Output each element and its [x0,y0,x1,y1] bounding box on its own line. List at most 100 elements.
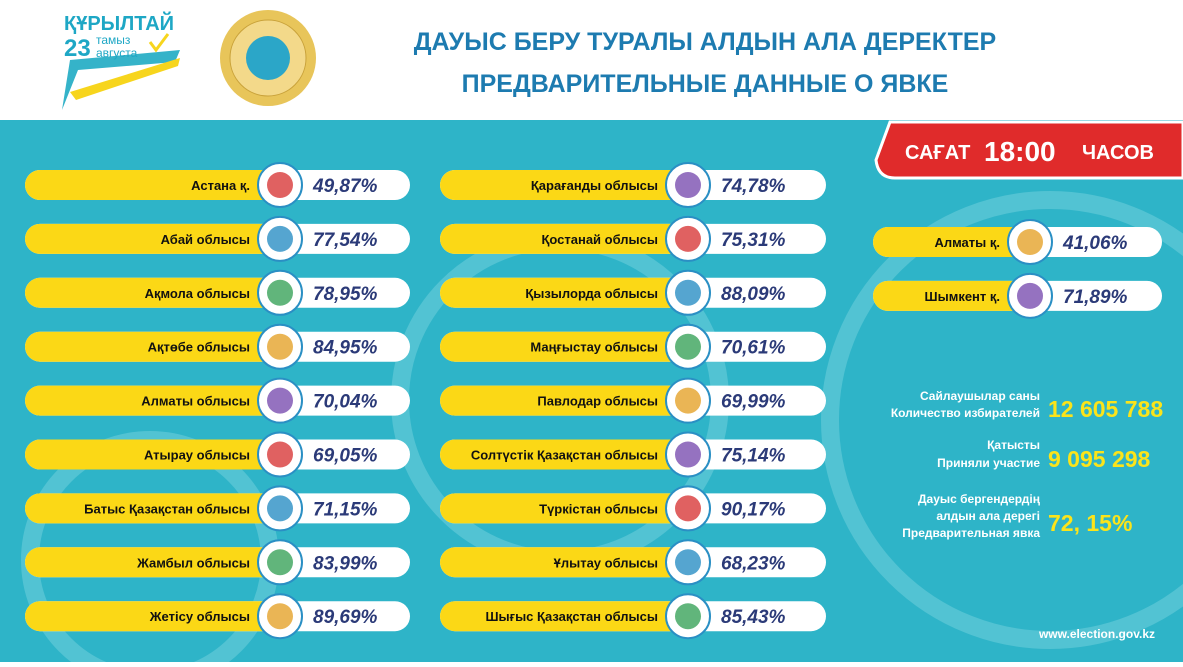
pill-label-bg [440,331,688,362]
region-name: Павлодар облысы [537,394,658,409]
region-row: Ақтөбе облысы 84,95% [25,323,410,370]
region-value: 89,69% [313,607,378,628]
region-value: 83,99% [313,553,378,574]
pill-label-bg [25,223,280,254]
region-value: 88,09% [721,284,786,305]
header-band [0,0,1183,120]
title-kz: ДАУЫС БЕРУ ТУРАЛЫ АЛДЫН АЛА ДЕРЕКТЕР [414,28,996,56]
pill-label-bg [25,331,280,362]
region-row: Шымкент қ. 71,89% [873,272,1162,319]
region-row: Қарағанды облысы 74,78% [440,162,826,208]
logo-title: ҚҰРЫЛТАЙ [64,11,174,35]
region-value: 68,23% [721,553,786,574]
stat-value: 12 605 788 [1048,396,1163,422]
region-emblem-inner [267,172,293,198]
region-row: Алматы облысы 70,04% [25,377,410,424]
region-emblem-inner [267,495,293,522]
pill-label-bg [440,547,688,578]
region-row: Батыс Қазақстан облысы 71,15% [25,485,410,532]
region-name: Қызылорда облысы [525,286,658,301]
region-value: 75,14% [721,446,786,467]
region-emblem-inner [675,495,701,522]
pill-label-bg [25,439,280,470]
pill-label-bg [440,493,688,524]
region-value: 78,95% [313,284,378,305]
badge-time: 18:00 [984,136,1056,167]
pill-label-bg [25,547,280,578]
region-row: Ақмола облысы 78,95% [25,269,410,316]
region-row: Жамбыл облысы 83,99% [25,539,410,586]
pill-label-bg [25,493,280,524]
region-row: Алматы қ. 41,06% [873,219,1162,265]
time-badge: САҒАТ 18:00 ЧАСОВ [874,120,1183,180]
region-emblem-inner [675,172,701,198]
kurultai-logo: ҚҰРЫЛТАЙ 23 тамыз августа [62,11,180,110]
region-row: Атырау облысы 69,05% [25,431,410,478]
logo-month-ru: августа [96,46,138,60]
region-value: 71,89% [1063,287,1128,308]
region-row: Абай облысы 77,54% [25,215,410,262]
region-emblem-inner [675,387,701,414]
region-emblem-inner [1017,282,1043,309]
stat-label: Сайлаушылар саны [920,389,1040,403]
region-value: 75,31% [721,230,786,251]
region-value: 90,17% [721,499,786,520]
title-ru: ПРЕДВАРИТЕЛЬНЫЕ ДАННЫЕ О ЯВКЕ [462,70,949,98]
region-emblem-inner [675,441,701,468]
region-name: Ақмола облысы [145,286,250,301]
pill-label-bg [440,277,688,308]
pill-label-bg [440,601,688,632]
region-row: Солтүстік Қазақстан облысы 75,14% [440,431,826,478]
logo-day: 23 [64,35,91,62]
region-value: 41,06% [1062,233,1128,254]
stat-value: 9 095 298 [1048,446,1151,472]
region-row: Қостанай облысы 75,31% [440,215,826,262]
region-name: Абай облысы [161,232,250,247]
region-name: Жамбыл облысы [136,555,250,570]
badge-label-ru: ЧАСОВ [1082,142,1154,164]
region-emblem-inner [675,333,701,360]
pill-label-bg [25,170,280,200]
region-name: Түркістан облысы [539,501,658,516]
region-emblem-inner [675,225,701,252]
region-name: Қарағанды облысы [531,178,658,193]
badge-label-kz: САҒАТ [905,142,970,164]
region-value: 71,15% [313,499,378,520]
region-row: Жетісу облысы 89,69% [25,593,410,640]
stat-label: Количество избирателей [891,406,1040,420]
logo-month-kz: тамыз [96,33,131,47]
region-name: Шымкент қ. [925,289,1000,304]
region-value: 84,95% [313,338,378,359]
stat-label: Қатысты [987,438,1040,452]
region-row: Ұлытау облысы 68,23% [440,539,826,586]
region-value: 70,61% [721,338,786,359]
region-name: Ақтөбе облысы [148,340,250,355]
region-name: Шығыс Қазақстан облысы [485,609,658,624]
pill-label-bg [440,223,688,254]
region-emblem-inner [675,603,701,630]
pill-label-bg [440,170,688,200]
pill-label-bg [873,227,1030,257]
region-row: Түркістан облысы 90,17% [440,485,826,532]
pill-label-bg [440,385,688,416]
region-name: Алматы қ. [934,235,1000,250]
pill-label-bg [25,601,280,632]
region-emblem-inner [267,603,293,630]
region-row: Қызылорда облысы 88,09% [440,269,826,316]
region-name: Маңғыстау облысы [530,340,658,355]
region-value: 69,05% [313,446,378,467]
pill-label-bg [440,439,688,470]
stat-label: Приняли участие [937,456,1040,470]
pill-label-bg [25,277,280,308]
region-row: Шығыс Қазақстан облысы 85,43% [440,593,826,640]
region-emblem-inner [267,549,293,576]
stat-label: Дауыс бергендердің [918,492,1041,506]
region-emblem-inner [1017,229,1043,255]
region-value: 85,43% [721,607,786,628]
stat-value: 72, 15% [1048,510,1132,536]
region-name: Солтүстік Қазақстан облысы [471,448,658,463]
region-row: Астана қ. 49,87% [25,162,410,208]
pill-label-bg [873,280,1030,311]
pill-label-bg [25,385,280,416]
cec-emblem [220,10,316,106]
